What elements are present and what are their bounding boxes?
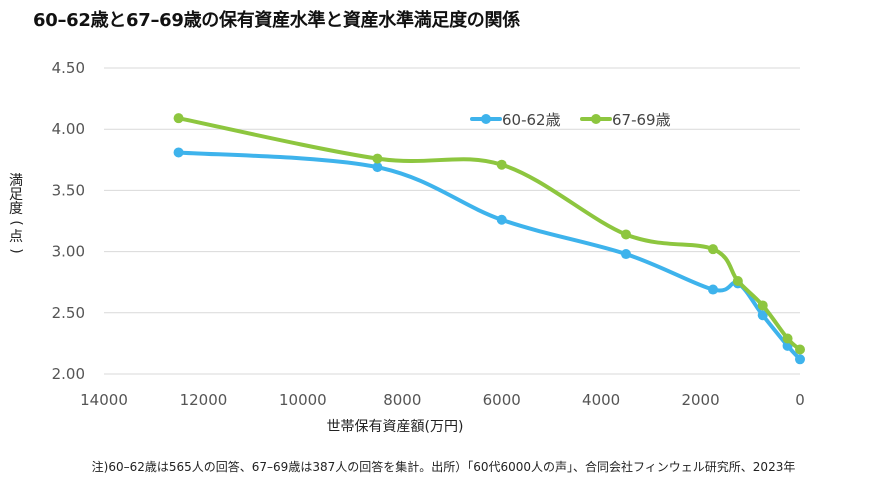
- data-point: [372, 162, 383, 173]
- x-tick-label: 6000: [483, 391, 521, 409]
- axis-ticks: 2.00 2.50 3.00 3.50 4.00 4.50 14000 12000 10000 8…: [52, 59, 805, 409]
- y-axis-label-char: 満: [9, 173, 23, 189]
- legend: 60-62歳 67-69歳: [470, 111, 671, 129]
- x-tick-label: 8000: [383, 391, 421, 409]
- y-tick-label: 4.50: [52, 59, 85, 77]
- data-point: [496, 214, 507, 225]
- y-tick-label: 4.00: [52, 120, 85, 138]
- legend-label: 67-69歳: [612, 111, 671, 129]
- series-line-0: [176, 150, 802, 362]
- footnote: 注)60–62歳は565人の回答、67–69歳は387人の回答を集計。出所）「6…: [91, 460, 796, 474]
- series-line-1: [176, 116, 802, 352]
- y-tick-label: 2.50: [52, 304, 85, 322]
- data-point: [757, 310, 768, 321]
- x-tick-label: 12000: [180, 391, 228, 409]
- legend-swatch-marker: [591, 114, 601, 124]
- y-axis-label-char: (: [8, 220, 24, 225]
- data-point: [782, 333, 793, 344]
- y-tick-label: 2.00: [52, 365, 85, 383]
- data-point: [732, 275, 743, 286]
- y-tick-label: 3.50: [52, 181, 85, 199]
- x-tick-label: 10000: [279, 391, 327, 409]
- data-point: [621, 249, 631, 260]
- x-axis-label: 世帯保有資産額(万円): [327, 419, 464, 435]
- chart-title: 60–62歳と67–69歳の保有資産水準と資産水準満足度の関係: [33, 10, 520, 31]
- y-axis-label-group: 満足度 ( 点): [8, 173, 24, 254]
- y-axis-label-char: 度: [9, 201, 23, 217]
- y-axis-label-char: ): [8, 248, 24, 253]
- y-tick-label: 3.00: [52, 243, 85, 261]
- series-layer: [173, 113, 805, 365]
- y-axis-label-char: 点: [9, 229, 23, 245]
- data-point: [173, 147, 184, 158]
- legend-label: 60-62歳: [502, 111, 561, 129]
- data-point: [372, 153, 383, 164]
- x-tick-label: 14000: [80, 391, 128, 409]
- y-axis-label-char: 足: [9, 187, 23, 203]
- data-point: [795, 354, 805, 365]
- x-tick-label: 2000: [681, 391, 719, 409]
- x-tick-label: 0: [795, 391, 805, 409]
- data-point: [621, 229, 631, 240]
- data-point: [795, 344, 805, 355]
- data-point: [173, 113, 184, 124]
- data-point: [708, 244, 718, 255]
- legend-swatch-marker: [481, 114, 491, 124]
- data-point: [757, 300, 768, 311]
- gridlines: [104, 67, 800, 375]
- data-point: [496, 159, 507, 170]
- x-tick-label: 4000: [582, 391, 620, 409]
- data-point: [708, 284, 718, 295]
